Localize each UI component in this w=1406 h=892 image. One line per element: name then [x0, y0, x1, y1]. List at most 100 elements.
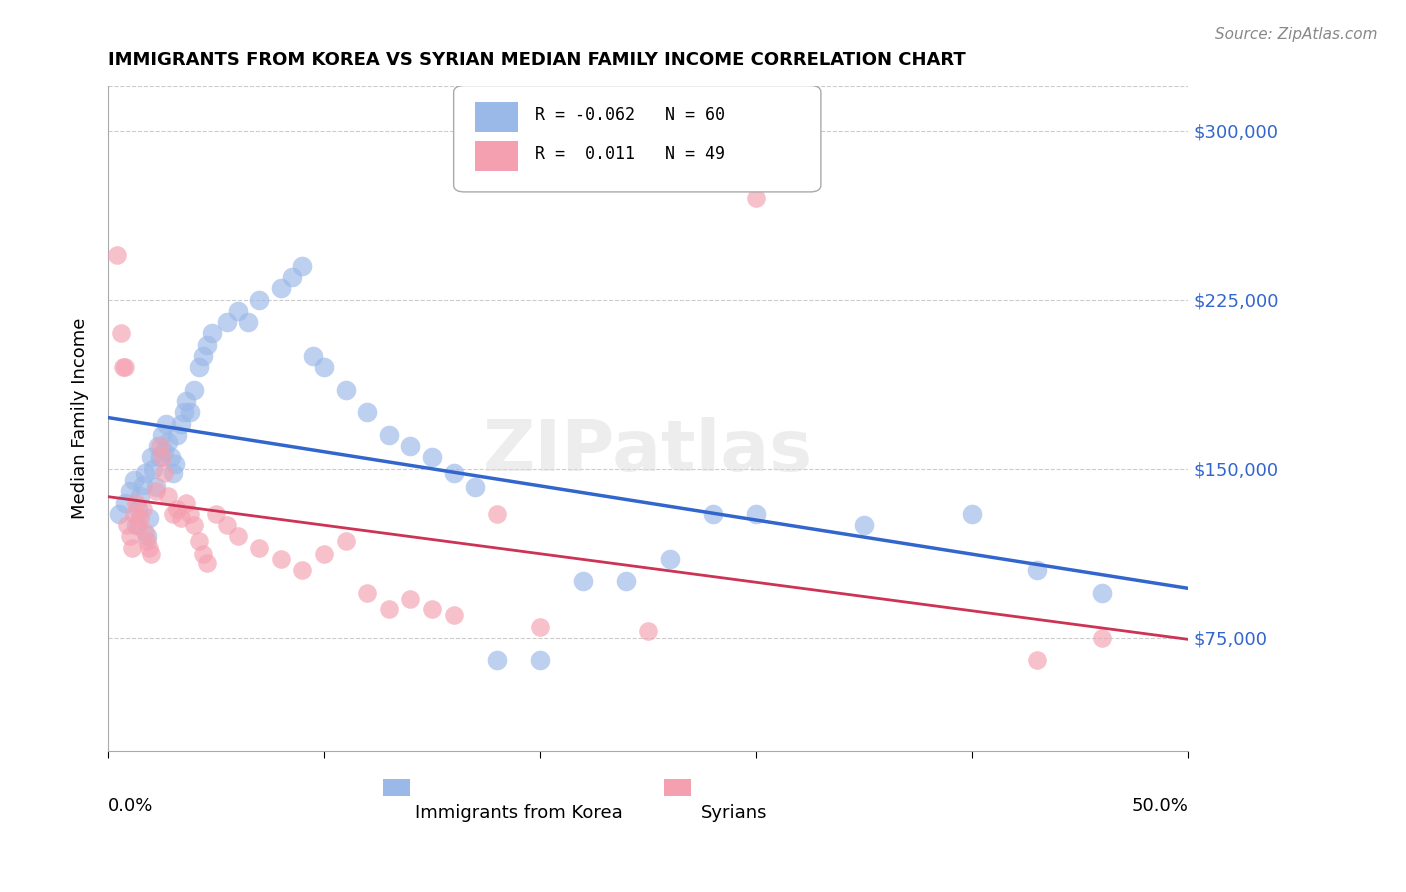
Point: [163, 457, 186, 471]
Point: [191, 349, 214, 363]
Point: [146, 439, 169, 453]
Point: [280, 270, 302, 285]
Point: [485, 507, 508, 521]
Bar: [475, 141, 519, 170]
Point: [302, 349, 325, 363]
Point: [378, 601, 401, 615]
Point: [125, 495, 148, 509]
Point: [215, 315, 238, 329]
Text: Immigrants from Korea: Immigrants from Korea: [415, 804, 623, 822]
Point: [149, 439, 172, 453]
Point: [179, 507, 201, 521]
Text: Syrians: Syrians: [702, 804, 768, 822]
Point: [195, 338, 218, 352]
Point: [226, 304, 249, 318]
Point: [125, 518, 148, 533]
Point: [215, 518, 238, 533]
Point: [238, 315, 260, 329]
Point: [378, 428, 401, 442]
Point: [195, 557, 218, 571]
Point: [159, 450, 181, 465]
Point: [170, 511, 193, 525]
Point: [356, 405, 378, 419]
Point: [157, 434, 180, 449]
Point: [960, 507, 983, 521]
Point: [129, 489, 152, 503]
FancyBboxPatch shape: [454, 86, 821, 192]
Point: [127, 502, 149, 516]
Point: [1026, 563, 1049, 577]
Point: [138, 541, 160, 555]
Point: [122, 473, 145, 487]
Point: [150, 428, 173, 442]
Point: [166, 428, 188, 442]
Point: [529, 619, 551, 633]
Point: [312, 548, 335, 562]
Point: [129, 511, 152, 525]
Point: [157, 489, 180, 503]
Point: [150, 450, 173, 465]
Point: [420, 450, 443, 465]
Point: [702, 507, 724, 521]
Point: [149, 450, 172, 465]
Point: [153, 443, 176, 458]
Point: [658, 552, 681, 566]
Point: [174, 495, 197, 509]
Text: 50.0%: 50.0%: [1132, 797, 1188, 815]
Point: [291, 259, 314, 273]
Text: IMMIGRANTS FROM KOREA VS SYRIAN MEDIAN FAMILY INCOME CORRELATION CHART: IMMIGRANTS FROM KOREA VS SYRIAN MEDIAN F…: [108, 51, 966, 69]
Point: [138, 511, 160, 525]
Point: [141, 548, 163, 562]
Point: [174, 394, 197, 409]
Point: [201, 326, 224, 341]
Point: [166, 502, 188, 516]
Point: [131, 502, 153, 516]
Point: [135, 529, 157, 543]
Point: [616, 574, 638, 589]
Point: [399, 439, 422, 453]
Point: [145, 484, 167, 499]
Point: [312, 360, 335, 375]
Point: [135, 533, 157, 548]
Point: [134, 524, 156, 539]
Y-axis label: Median Family Income: Median Family Income: [72, 318, 89, 519]
Point: [1091, 631, 1114, 645]
Point: [637, 624, 659, 638]
Point: [191, 548, 214, 562]
Point: [420, 601, 443, 615]
Point: [107, 507, 129, 521]
Text: R = -0.062   N = 60: R = -0.062 N = 60: [534, 106, 724, 125]
Point: [187, 533, 209, 548]
Point: [1026, 653, 1049, 667]
Point: [291, 563, 314, 577]
Point: [153, 467, 176, 481]
Point: [134, 467, 156, 481]
Point: [335, 533, 357, 548]
Point: [205, 507, 228, 521]
Point: [270, 552, 292, 566]
Point: [121, 541, 143, 555]
Point: [114, 495, 136, 509]
Point: [853, 518, 876, 533]
Point: [118, 484, 141, 499]
Point: [179, 405, 201, 419]
Point: [187, 360, 209, 375]
Point: [145, 480, 167, 494]
Point: [114, 360, 136, 375]
Point: [572, 574, 595, 589]
Point: [745, 507, 768, 521]
Text: 0.0%: 0.0%: [108, 797, 153, 815]
Point: [485, 653, 508, 667]
Point: [173, 405, 195, 419]
Point: [745, 191, 768, 205]
Point: [443, 608, 465, 623]
Point: [131, 477, 153, 491]
Point: [142, 461, 165, 475]
Point: [1091, 585, 1114, 599]
Point: [122, 507, 145, 521]
Point: [118, 529, 141, 543]
Point: [127, 518, 149, 533]
Point: [162, 507, 184, 521]
Point: [155, 417, 177, 431]
Point: [247, 541, 270, 555]
